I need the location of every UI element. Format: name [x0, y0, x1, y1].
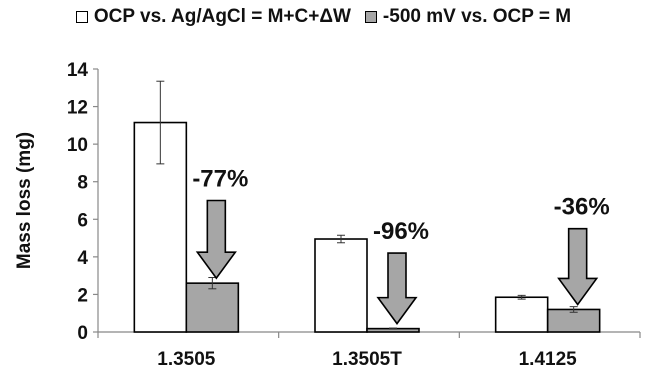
x-tick-label: 1.3505: [157, 349, 216, 370]
legend-swatch-500mv: [364, 11, 377, 23]
bar-500mv: [546, 308, 601, 333]
y-tick-label: 8: [77, 173, 88, 194]
legend: OCP vs. Ag/AgCl = M+C+ΔW -500 mV vs. OCP…: [0, 6, 647, 28]
percent-annotation: -36%: [554, 194, 610, 221]
y-tick-label: 12: [67, 98, 88, 119]
bar-500mv: [185, 282, 240, 333]
y-tick-label: 0: [77, 323, 88, 344]
y-axis-label: Mass loss (mg): [14, 132, 35, 269]
x-tick-label: 1.4125: [519, 349, 578, 370]
y-tick-label: 2: [77, 285, 88, 306]
legend-label-500mv: -500 mV vs. OCP = M: [382, 6, 572, 27]
y-tick-label: 4: [77, 248, 88, 269]
legend-item-ocp: OCP vs. Ag/AgCl = M+C+ΔW: [75, 6, 351, 28]
legend-item-500mv: -500 mV vs. OCP = M: [364, 6, 572, 28]
y-tick-label: 14: [67, 60, 89, 81]
percent-annotation: -96%: [373, 218, 429, 245]
percent-annotation: -77%: [192, 166, 248, 193]
bar-ocp: [314, 238, 368, 333]
y-tick-label: 10: [67, 135, 88, 156]
decrease-arrow-icon: [557, 227, 599, 306]
y-tick-label: 6: [77, 210, 88, 231]
legend-swatch-ocp: [75, 11, 88, 23]
legend-label-ocp: OCP vs. Ag/AgCl = M+C+ΔW: [93, 6, 351, 27]
bar-ocp: [494, 296, 549, 333]
x-tick-label: 1.3505T: [332, 349, 402, 370]
decrease-arrow-icon: [195, 199, 237, 280]
decrease-arrow-icon: [376, 252, 418, 325]
